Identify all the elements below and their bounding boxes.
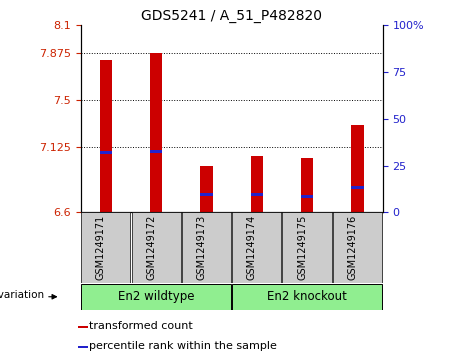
Bar: [78, 326, 89, 329]
FancyBboxPatch shape: [131, 212, 181, 283]
Text: genotype/variation: genotype/variation: [0, 290, 44, 301]
Text: GSM1249172: GSM1249172: [146, 215, 156, 280]
Bar: [200, 193, 213, 196]
Bar: [78, 346, 89, 348]
Title: GDS5241 / A_51_P482820: GDS5241 / A_51_P482820: [141, 9, 322, 23]
Bar: [351, 186, 364, 189]
Text: GSM1249174: GSM1249174: [247, 215, 257, 280]
Text: GSM1249171: GSM1249171: [96, 215, 106, 280]
Bar: [100, 151, 112, 154]
FancyBboxPatch shape: [232, 284, 382, 310]
Bar: [150, 150, 162, 153]
Text: transformed count: transformed count: [89, 321, 193, 331]
Bar: [351, 125, 364, 212]
Bar: [100, 60, 112, 212]
FancyBboxPatch shape: [232, 212, 282, 283]
Bar: [200, 166, 213, 212]
Bar: [250, 193, 263, 196]
Text: GSM1249173: GSM1249173: [196, 215, 207, 280]
FancyBboxPatch shape: [333, 212, 382, 283]
Text: GSM1249176: GSM1249176: [348, 215, 357, 280]
Text: En2 knockout: En2 knockout: [267, 290, 347, 303]
Bar: [301, 195, 313, 198]
Bar: [150, 53, 162, 212]
Text: percentile rank within the sample: percentile rank within the sample: [89, 341, 277, 351]
FancyBboxPatch shape: [182, 212, 231, 283]
Bar: [250, 156, 263, 212]
FancyBboxPatch shape: [81, 284, 231, 310]
FancyBboxPatch shape: [283, 212, 332, 283]
FancyBboxPatch shape: [81, 212, 130, 283]
Text: GSM1249175: GSM1249175: [297, 215, 307, 280]
Bar: [301, 158, 313, 212]
Text: En2 wildtype: En2 wildtype: [118, 290, 195, 303]
